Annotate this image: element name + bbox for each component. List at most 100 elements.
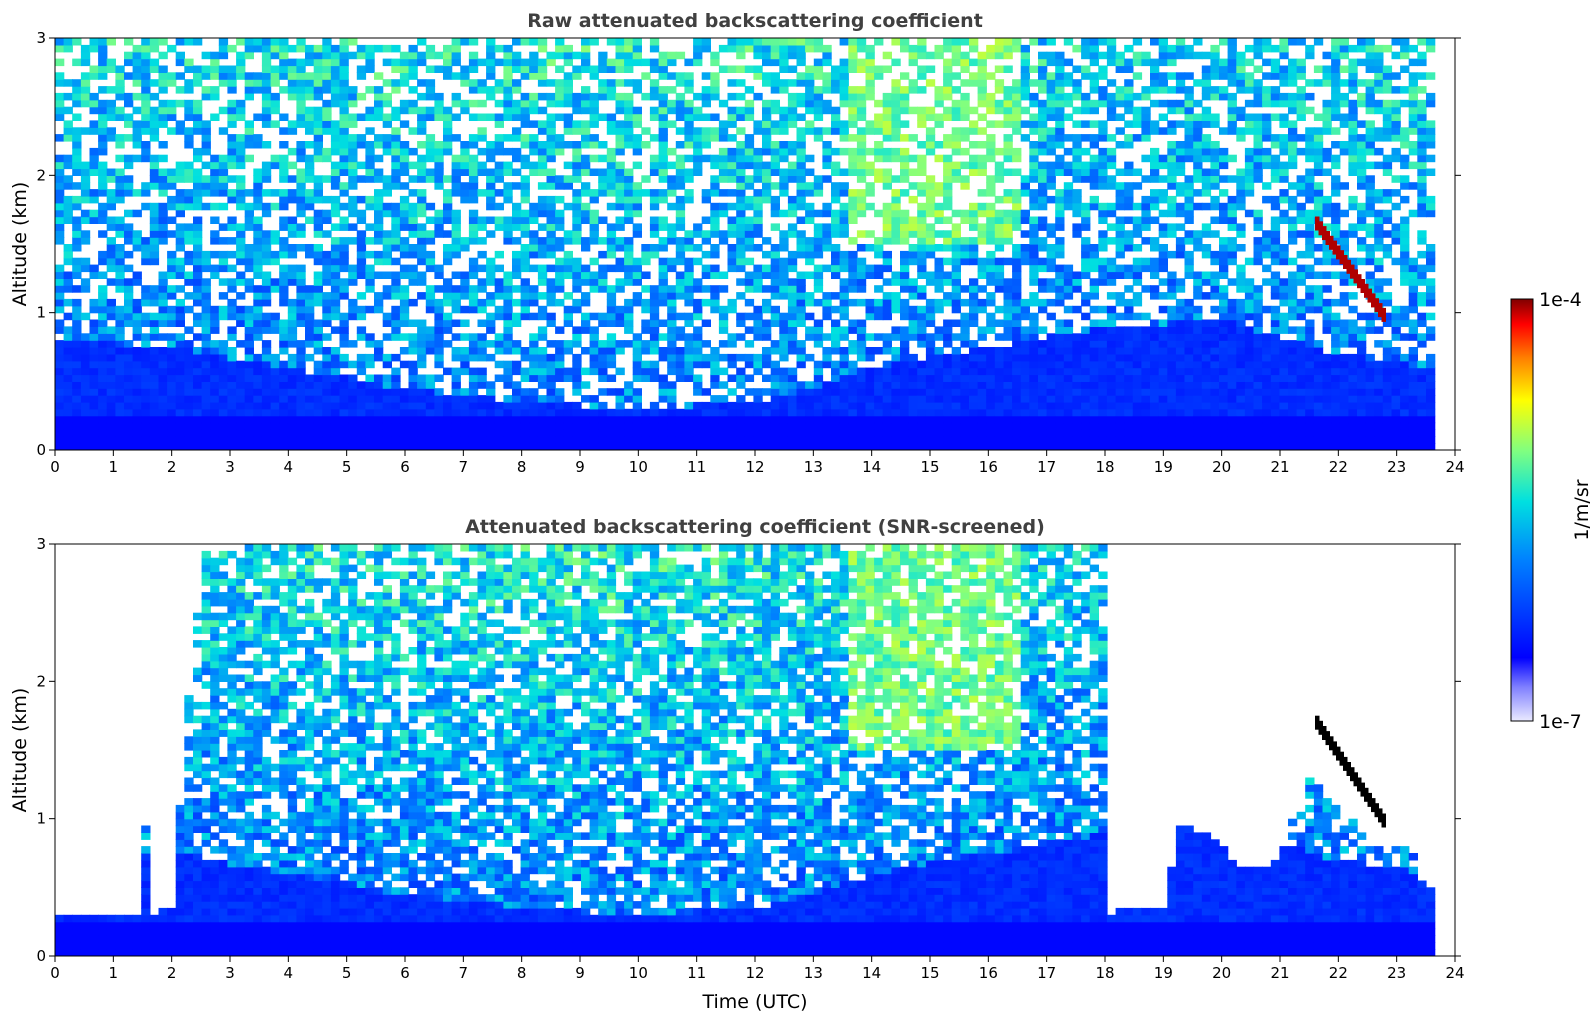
- heat-cell: [408, 436, 418, 444]
- heat-cell: [468, 388, 479, 396]
- heat-cell: [322, 264, 332, 273]
- heat-cell: [1038, 326, 1048, 334]
- heat-cell: [710, 264, 720, 273]
- heat-cell: [624, 168, 634, 176]
- heat-cell: [727, 333, 737, 341]
- heat-cell: [227, 216, 237, 224]
- heat-cell: [141, 189, 151, 197]
- heat-cell: [546, 120, 556, 128]
- heat-cell: [141, 374, 151, 382]
- heat-cell: [184, 113, 194, 121]
- heat-cell: [451, 401, 461, 410]
- heat-cell: [624, 312, 634, 321]
- heat-cell: [313, 106, 323, 115]
- heat-cell: [641, 189, 651, 197]
- heat-cell: [615, 99, 625, 108]
- heat-cell: [994, 319, 1005, 327]
- heat-cell: [779, 292, 789, 300]
- heat-cell: [805, 127, 815, 135]
- heat-cell: [925, 141, 936, 149]
- heat-cell: [994, 436, 1005, 444]
- heat-cell: [124, 360, 134, 369]
- heat-cell: [546, 353, 556, 362]
- heat-cell: [106, 305, 116, 314]
- heat-cell: [270, 353, 280, 362]
- heat-cell: [55, 216, 65, 224]
- heat-cell: [149, 106, 160, 115]
- heat-cell: [684, 401, 694, 410]
- heat-cell: [736, 429, 746, 437]
- heat-cell: [546, 134, 556, 142]
- heat-cell: [831, 443, 841, 450]
- heat-cell: [512, 388, 522, 396]
- heat-cell: [615, 161, 625, 170]
- heat-cell: [831, 305, 841, 314]
- heat-cell: [399, 401, 410, 410]
- heat-cell: [529, 374, 539, 382]
- heat-cell: [494, 292, 504, 300]
- heat-cell: [649, 65, 660, 73]
- heat-cell: [520, 388, 530, 396]
- heat-cell: [451, 134, 461, 142]
- heat-cell: [710, 92, 720, 101]
- heat-cell: [132, 401, 142, 410]
- heat-cell: [1012, 244, 1022, 252]
- heat-cell: [908, 292, 918, 300]
- heat-cell: [1038, 106, 1048, 115]
- heat-cell: [710, 182, 720, 190]
- heat-cell: [744, 401, 755, 410]
- heat-cell: [193, 388, 203, 396]
- heat-cell: [943, 408, 953, 417]
- heat-cell: [805, 429, 815, 437]
- heat-cell: [124, 38, 134, 46]
- heat-cell: [503, 182, 513, 190]
- heat-cell: [451, 38, 461, 46]
- heat-cell: [236, 51, 246, 60]
- heat-cell: [762, 189, 772, 197]
- heat-cell: [115, 92, 125, 101]
- heat-cell: [124, 120, 134, 128]
- heat-cell: [615, 175, 625, 183]
- heat-cell: [718, 147, 729, 156]
- heat-cell: [977, 415, 987, 424]
- heat-cell: [839, 347, 849, 355]
- heat-cell: [486, 422, 496, 430]
- heat-cell: [106, 298, 116, 307]
- heat-cell: [727, 422, 737, 430]
- heat-cell: [563, 92, 573, 101]
- heat-cell: [624, 381, 634, 389]
- heat-cell: [227, 395, 237, 403]
- heat-cell: [813, 106, 824, 115]
- heat-cell: [124, 292, 134, 300]
- heat-cell: [477, 216, 487, 224]
- heat-cell: [512, 106, 522, 115]
- heat-cell: [744, 195, 755, 204]
- heat-cell: [563, 79, 573, 87]
- heat-cell: [460, 285, 470, 293]
- heat-cell: [158, 209, 168, 218]
- heat-cell: [624, 120, 634, 128]
- heat-cell: [649, 333, 660, 341]
- heat-cell: [356, 443, 367, 450]
- heat-cell: [322, 312, 332, 321]
- heat-cell: [193, 443, 203, 450]
- heat-cell: [227, 264, 237, 273]
- heat-cell: [1038, 237, 1048, 245]
- heat-cell: [512, 86, 522, 94]
- heat-cell: [658, 154, 668, 163]
- heat-cell: [193, 401, 203, 410]
- heat-cell: [1046, 257, 1056, 266]
- heat-cell: [218, 189, 229, 197]
- heat-cell: [236, 237, 246, 245]
- heat-cell: [417, 202, 427, 211]
- heat-cell: [106, 395, 116, 403]
- heat-cell: [503, 86, 513, 94]
- heat-cell: [89, 305, 99, 314]
- heat-cell: [667, 429, 677, 437]
- heat-cell: [72, 237, 82, 245]
- heat-cell: [822, 292, 832, 300]
- heat-cell: [63, 202, 73, 211]
- heat-cell: [1055, 292, 1065, 300]
- heat-cell: [339, 65, 349, 73]
- heat-cell: [261, 278, 272, 286]
